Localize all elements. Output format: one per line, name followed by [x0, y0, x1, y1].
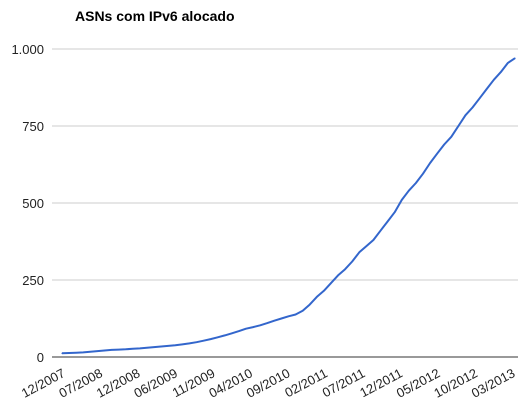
data-point: [323, 290, 325, 292]
data-point: [493, 79, 495, 81]
x-tick-label: 07/2011: [320, 365, 368, 400]
x-tick-label: 03/2013: [469, 365, 518, 400]
data-point: [309, 304, 311, 306]
data-point: [210, 338, 212, 340]
data-point: [96, 350, 98, 352]
grid-layer: [52, 48, 518, 281]
data-point: [181, 343, 183, 345]
data-point: [217, 336, 219, 338]
data-point: [394, 211, 396, 213]
data-point: [238, 330, 240, 332]
data-point: [358, 251, 360, 253]
data-point: [89, 351, 91, 353]
x-axis-labels: 12/200707/200812/200806/200911/200904/20…: [19, 365, 518, 400]
x-tick-label: 02/2011: [282, 365, 330, 400]
data-point: [408, 190, 410, 192]
data-point: [330, 282, 332, 284]
y-tick-label: 0: [37, 350, 44, 365]
series-line: [61, 57, 516, 355]
data-point: [280, 317, 283, 320]
y-tick-label: 1.000: [11, 42, 44, 57]
data-point: [160, 345, 162, 348]
data-point: [464, 114, 467, 116]
data-point: [174, 344, 176, 346]
data-point: [443, 143, 445, 146]
data-point: [75, 352, 77, 354]
data-point: [351, 260, 353, 263]
data-point: [110, 349, 113, 351]
data-point: [167, 345, 169, 347]
data-point: [273, 320, 275, 322]
data-point: [103, 349, 106, 352]
data-point: [422, 173, 424, 175]
data-point: [139, 347, 141, 349]
data-point: [507, 62, 509, 64]
data-point: [471, 106, 474, 109]
data-point: [266, 322, 268, 324]
data-point: [252, 326, 254, 328]
data-point: [68, 352, 70, 354]
data-point: [82, 351, 84, 353]
data-point: [153, 346, 155, 348]
data-point: [287, 315, 290, 317]
y-tick-label: 750: [22, 119, 44, 134]
series-layer: [61, 57, 516, 355]
chart-title: ASNs com IPv6 alocado: [75, 8, 235, 24]
data-point: [146, 347, 148, 349]
y-axis-labels: 0 250 500 750 1.000: [11, 42, 44, 365]
data-point: [188, 342, 191, 345]
data-point: [429, 162, 431, 164]
data-point: [294, 313, 297, 316]
data-point: [302, 310, 304, 312]
data-point: [259, 324, 261, 326]
data-point: [514, 57, 516, 59]
data-point: [195, 341, 198, 343]
data-point: [125, 348, 127, 350]
data-point: [379, 230, 382, 232]
data-point: [450, 136, 452, 138]
data-point: [344, 268, 346, 270]
data-point: [316, 296, 318, 298]
data-point: [202, 340, 205, 342]
data-point: [245, 328, 247, 330]
data-point: [132, 348, 134, 350]
data-point: [500, 71, 502, 73]
data-point: [231, 332, 233, 334]
data-point: [415, 182, 417, 184]
data-point: [436, 153, 438, 155]
data-point: [224, 334, 226, 337]
y-tick-label: 500: [22, 196, 44, 211]
data-point: [372, 239, 375, 241]
data-point: [118, 349, 120, 351]
data-point: [61, 352, 63, 354]
data-point: [479, 97, 481, 99]
x-tick-label: 09/2010: [244, 365, 293, 400]
data-point: [486, 88, 488, 90]
data-point: [337, 274, 339, 276]
data-point: [365, 245, 367, 247]
data-point: [386, 220, 389, 223]
y-tick-label: 250: [22, 273, 44, 288]
data-point: [401, 199, 403, 201]
x-tick-label: 06/2009: [131, 365, 180, 400]
data-point: [457, 125, 459, 127]
